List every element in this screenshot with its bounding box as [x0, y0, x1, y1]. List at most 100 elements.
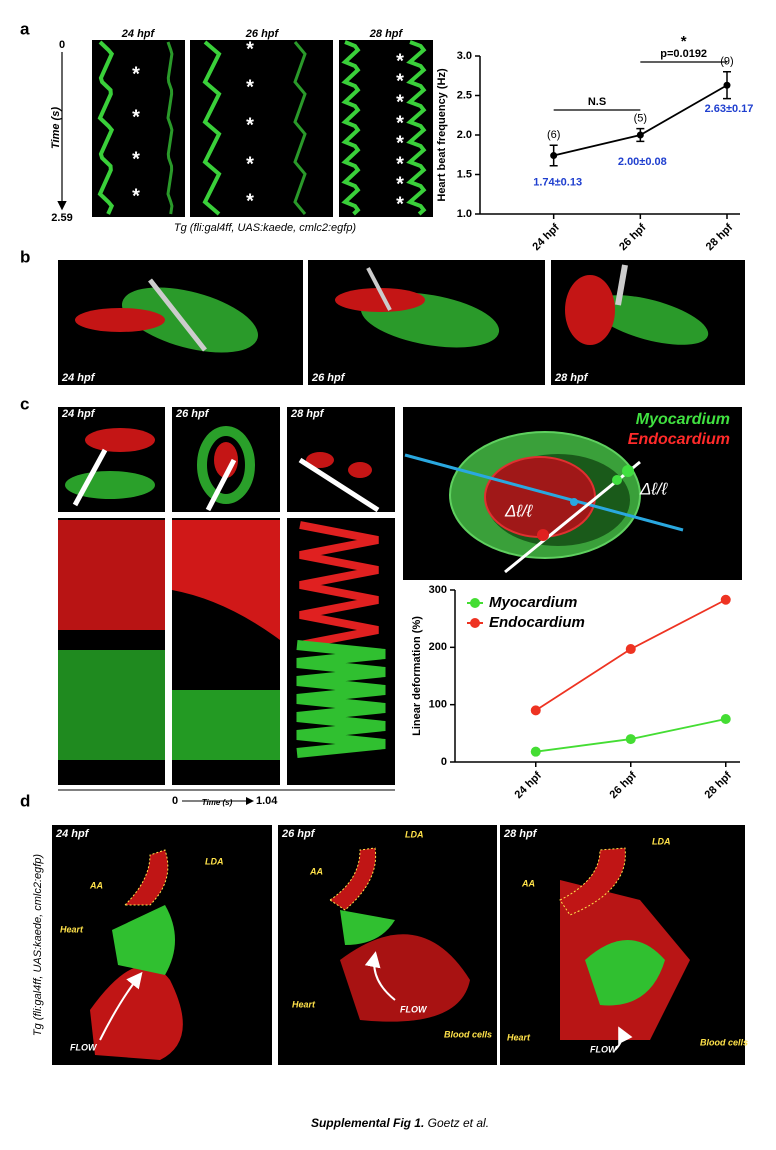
y-tick-label: 1.5	[457, 168, 472, 180]
n-label: (6)	[547, 129, 560, 141]
diagram-label: Endocardium	[628, 431, 730, 448]
time-axis-label: Time (s)	[50, 107, 62, 149]
x-tick-label: 26 hpf	[617, 221, 649, 253]
stage-label: 24 hpf	[121, 28, 156, 40]
stage-label: 26 hpf	[245, 28, 280, 40]
x-tick-label: 24 hpf	[530, 221, 562, 253]
heart-label: Heart	[292, 999, 316, 1009]
myo-point	[622, 465, 634, 477]
point	[723, 81, 731, 89]
beat-marker: *	[132, 63, 140, 85]
legend-marker	[470, 618, 480, 628]
strain-label: Δℓ/ℓ	[504, 501, 533, 520]
flow-label: FLOW	[400, 1004, 428, 1014]
panel-letter: b	[20, 247, 30, 266]
beat-marker: *	[396, 153, 404, 175]
panel-letter: a	[20, 19, 30, 38]
annotation: N.S	[588, 96, 606, 108]
trace	[97, 40, 115, 215]
vessel-label: AA	[309, 866, 323, 876]
caption: Tg (fli:gal4ff, UAS:kaede, cmlc2:egfp)	[174, 222, 357, 234]
myo-point	[612, 475, 622, 485]
stage-label: 28 hpf	[369, 28, 404, 40]
value-label: 1.74±0.13	[533, 176, 582, 188]
trace	[202, 40, 222, 216]
stage-label: 24 hpf	[61, 408, 96, 420]
blood-label: Blood cells	[444, 1029, 492, 1039]
vessel-label: LDA	[205, 856, 224, 866]
x-tick-label: 26 hpf	[608, 769, 640, 801]
legend-marker	[470, 598, 480, 608]
blood-label: Blood cells	[700, 1037, 748, 1047]
x-tick-label: 28 hpf	[704, 221, 736, 253]
trace	[166, 41, 174, 215]
stage-label: 26 hpf	[281, 828, 316, 840]
stage-label: 28 hpf	[503, 828, 538, 840]
stage-label: 26 hpf	[175, 408, 210, 420]
beat-marker: *	[396, 50, 404, 72]
value-label: 2.00±0.08	[618, 156, 667, 168]
point	[720, 594, 731, 605]
value-label: 2.63±0.17	[705, 103, 754, 115]
legend-label: Myocardium	[489, 594, 577, 611]
stage-label: 28 hpf	[290, 408, 325, 420]
annotation: p=0.0192	[660, 48, 707, 60]
endocardium-ring	[484, 456, 596, 538]
beat-marker: *	[132, 185, 140, 207]
strain-label: Δℓ/ℓ	[639, 479, 668, 498]
y-tick-label: 1.0	[457, 208, 472, 220]
time-start: 0	[172, 795, 178, 807]
y-axis-label: Heart beat frequency (Hz)	[436, 68, 448, 202]
stage-label: 24 hpf	[61, 372, 96, 384]
trace	[406, 40, 427, 216]
legend-label: Endocardium	[489, 614, 585, 631]
beat-marker: *	[246, 153, 254, 175]
diagram-label: Myocardium	[636, 411, 730, 428]
y-tick-label: 200	[429, 641, 447, 653]
beat-marker: *	[132, 148, 140, 170]
point	[530, 746, 541, 757]
images	[58, 407, 395, 785]
kymographs	[92, 40, 433, 217]
heart-label: Heart	[507, 1032, 531, 1042]
vessel-label: AA	[521, 878, 535, 888]
stage-label: 26 hpf	[311, 372, 346, 384]
flow-label: FLOW	[70, 1042, 98, 1052]
point	[625, 644, 636, 655]
beat-marker: *	[246, 114, 254, 136]
point	[625, 734, 636, 745]
image-content	[90, 847, 690, 1060]
annotation: *	[681, 33, 687, 50]
trace	[293, 41, 307, 215]
panel-letter: d	[20, 791, 30, 810]
point	[636, 131, 644, 139]
time-start: 0	[59, 39, 65, 51]
beat-marker: *	[246, 190, 254, 212]
beat-marker: *	[396, 70, 404, 92]
beat-marker: *	[396, 91, 404, 113]
side-label: Tg (fli:gal4ff, UAS:kaede, cmlc2:egfp)	[32, 854, 44, 1037]
y-axis-label: Linear deformation (%)	[411, 616, 423, 736]
y-tick-label: 300	[429, 584, 447, 596]
vessel-label: LDA	[405, 829, 424, 839]
axis-line	[404, 453, 684, 532]
point	[720, 714, 731, 724]
endo-point	[537, 529, 549, 541]
stage-label: 24 hpf	[55, 828, 90, 840]
image-content	[75, 264, 709, 353]
figure-caption: Supplemental Fig 1. Goetz et al.	[311, 1116, 489, 1130]
beat-marker: *	[396, 173, 404, 195]
point	[550, 152, 558, 160]
n-label: (5)	[634, 113, 647, 125]
stage-label: 28 hpf	[554, 372, 589, 384]
panel-letter: c	[20, 394, 29, 413]
beat-marker: *	[132, 106, 140, 128]
beat-marker: *	[396, 112, 404, 134]
y-tick-label: 0	[441, 756, 447, 768]
beat-marker: *	[246, 76, 254, 98]
y-tick-label: 2.0	[457, 129, 472, 141]
point	[530, 705, 541, 716]
y-tick-label: 3.0	[457, 50, 472, 62]
